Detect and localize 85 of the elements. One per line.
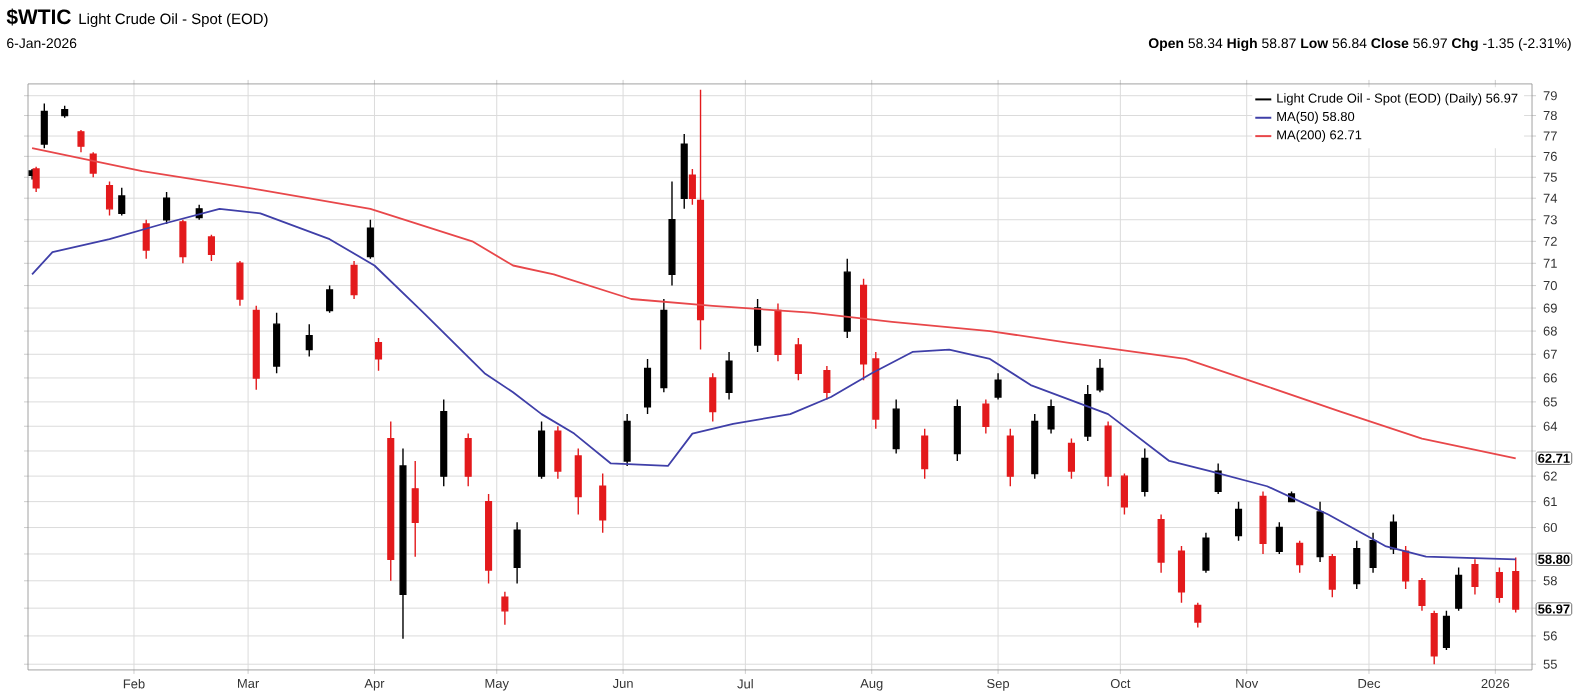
chart-title: $WTIC bbox=[6, 8, 71, 26]
candlestick bbox=[774, 302, 782, 362]
candlestick bbox=[1471, 558, 1479, 596]
candlestick bbox=[1202, 532, 1210, 574]
candlestick bbox=[1104, 420, 1112, 487]
candlestick bbox=[843, 258, 851, 339]
candlestick bbox=[696, 89, 705, 351]
candlestick bbox=[179, 219, 187, 264]
candlestick bbox=[554, 425, 562, 480]
line-series bbox=[31, 147, 1517, 460]
candlestick bbox=[725, 351, 733, 401]
candlestick bbox=[61, 104, 69, 119]
candlestick bbox=[440, 398, 448, 487]
candlestick bbox=[485, 493, 493, 585]
candlestick bbox=[1402, 545, 1410, 590]
candlestick bbox=[1259, 490, 1267, 555]
candlestick bbox=[273, 311, 281, 374]
candlestick bbox=[823, 365, 831, 401]
candlestick bbox=[1047, 398, 1055, 435]
candlestick bbox=[660, 298, 668, 393]
candlestick bbox=[1418, 577, 1426, 612]
candlestick bbox=[599, 472, 607, 534]
candlestick bbox=[1141, 447, 1149, 498]
candlestick bbox=[1389, 513, 1397, 555]
candlestick bbox=[860, 278, 868, 382]
candlestick bbox=[411, 460, 419, 558]
candlestick bbox=[892, 398, 900, 455]
candlestick bbox=[387, 420, 395, 582]
candlestick bbox=[32, 166, 40, 193]
candlestick bbox=[709, 372, 717, 423]
candlestick bbox=[680, 133, 688, 210]
candlestick bbox=[688, 168, 696, 206]
candlestick bbox=[982, 398, 990, 435]
candlestick bbox=[953, 398, 961, 462]
candlestick bbox=[326, 284, 334, 314]
candlestick bbox=[399, 447, 407, 640]
candlestick bbox=[623, 413, 631, 467]
candlestick bbox=[163, 191, 171, 225]
candlestick bbox=[1006, 428, 1014, 487]
candlestick bbox=[118, 187, 126, 217]
candlestick bbox=[1353, 540, 1361, 590]
candlestick bbox=[994, 372, 1002, 401]
candlestick bbox=[794, 337, 802, 382]
candlestick bbox=[668, 180, 676, 287]
candlestick bbox=[207, 234, 215, 262]
candlestick bbox=[1214, 462, 1222, 495]
candlestick bbox=[1275, 521, 1283, 555]
candlestick bbox=[236, 260, 244, 307]
candlestick bbox=[1194, 601, 1202, 629]
candlestick bbox=[1031, 413, 1039, 480]
candlestick bbox=[105, 180, 114, 217]
candlestick bbox=[366, 219, 374, 260]
candlestick bbox=[142, 219, 150, 260]
candlestick bbox=[305, 323, 313, 358]
candlestick bbox=[40, 102, 48, 149]
candlestick bbox=[1177, 545, 1186, 604]
candlestick bbox=[252, 305, 260, 391]
candlestick bbox=[374, 337, 383, 372]
candlestick bbox=[464, 432, 472, 487]
candlestick bbox=[1430, 610, 1438, 665]
candlestick bbox=[501, 591, 509, 626]
candlestick bbox=[77, 129, 85, 153]
candlestick bbox=[1157, 513, 1165, 574]
candlestick bbox=[513, 521, 521, 585]
candlestick bbox=[1512, 556, 1520, 614]
candlestick bbox=[643, 358, 652, 415]
candlestick bbox=[754, 298, 762, 353]
candlestick bbox=[1328, 553, 1336, 598]
candlestick bbox=[1316, 500, 1324, 563]
candlestick bbox=[1455, 566, 1463, 612]
candlestick bbox=[1096, 358, 1104, 393]
candlestick bbox=[1084, 384, 1092, 442]
candlestick bbox=[1120, 472, 1128, 516]
candlestick bbox=[872, 351, 880, 430]
candlestick bbox=[1296, 540, 1304, 574]
candlestick bbox=[1369, 532, 1377, 574]
candlestick bbox=[538, 420, 546, 480]
line-series bbox=[31, 207, 1517, 561]
candlestick bbox=[1495, 566, 1503, 604]
candlestick bbox=[350, 260, 358, 300]
candlestick bbox=[1235, 500, 1243, 542]
candlestick bbox=[574, 447, 582, 516]
candlestick bbox=[1067, 437, 1075, 480]
candlestick bbox=[921, 428, 929, 480]
candlestick bbox=[1442, 610, 1450, 651]
